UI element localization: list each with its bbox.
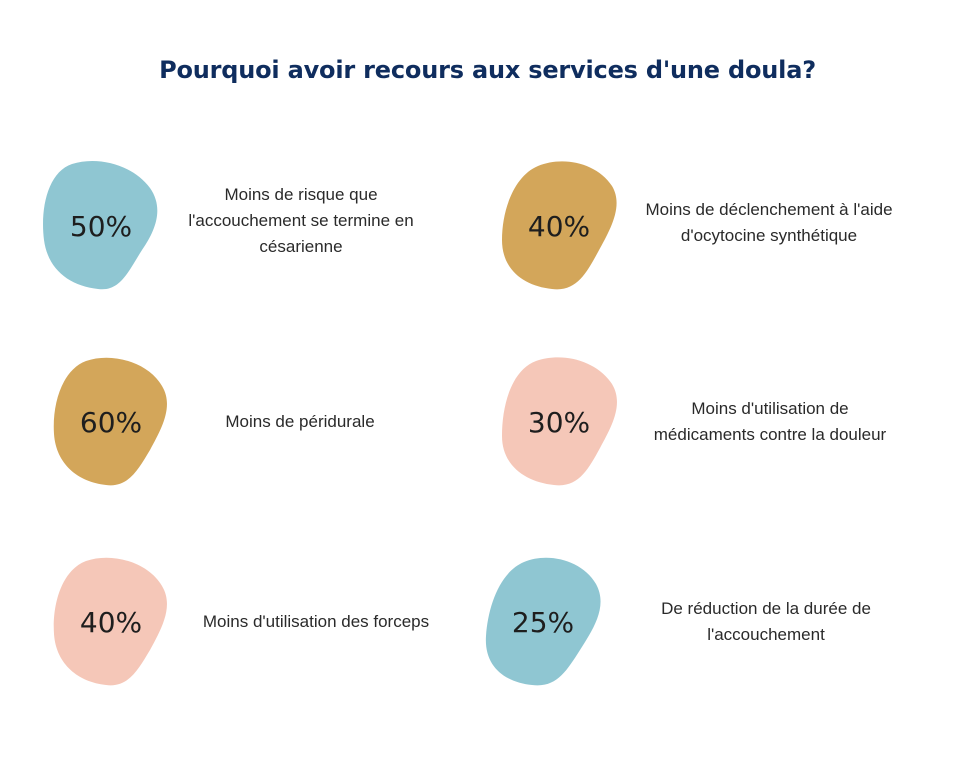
stat-description-line: Moins de péridurale [225, 412, 375, 431]
stat-value: 40% [527, 209, 591, 243]
stat-value: 25% [511, 605, 575, 639]
blob-shape [43, 161, 158, 290]
blob-shape [53, 357, 167, 486]
stat-value: 40% [79, 605, 143, 639]
stat-blob: 40% [500, 160, 618, 292]
stat-description-line: Moins de risque que [224, 185, 378, 204]
stat-blob: 40% [52, 556, 170, 688]
stat-description: De réduction de la durée de l'accoucheme… [624, 594, 908, 650]
blob-shape [485, 557, 601, 686]
stat-description-line: Moins de déclenchement à l'aide [645, 200, 893, 219]
stat-description-line: De réduction de la durée de [661, 599, 871, 618]
stat-description: Moins de risque que l'accouchement se te… [162, 180, 440, 262]
stat-description-line: médicaments contre la douleur [653, 425, 887, 444]
stat-description-line: Moins d'utilisation des forceps [202, 612, 430, 631]
stat-description-line: l'accouchement se termine en [188, 211, 414, 230]
stat-value: 60% [79, 405, 143, 439]
stat-description: Moins de péridurale [180, 408, 420, 436]
stat-description-line: césarienne [259, 237, 343, 256]
stat-description-line: l'accouchement [707, 625, 825, 644]
stat-value: 50% [69, 209, 133, 243]
stat-blob: 25% [484, 556, 602, 688]
blob-shape [502, 161, 617, 290]
stat-value: 30% [527, 405, 591, 439]
stat-description: Moins de déclenchement à l'aide d'ocytoc… [618, 195, 920, 251]
stat-description-line: Moins d'utilisation de [691, 399, 849, 418]
stat-blob: 60% [52, 356, 170, 488]
stat-description: Moins d'utilisation des forceps [170, 608, 462, 636]
stat-description: Moins d'utilisation de médicaments contr… [620, 394, 920, 450]
stat-description-line: d'ocytocine synthétique [680, 226, 858, 245]
stat-blob: 30% [500, 356, 618, 488]
blob-shape [502, 357, 617, 486]
blob-shape [53, 557, 167, 686]
page-title: Pourquoi avoir recours aux services d'un… [159, 56, 816, 84]
stat-blob: 50% [42, 160, 160, 292]
